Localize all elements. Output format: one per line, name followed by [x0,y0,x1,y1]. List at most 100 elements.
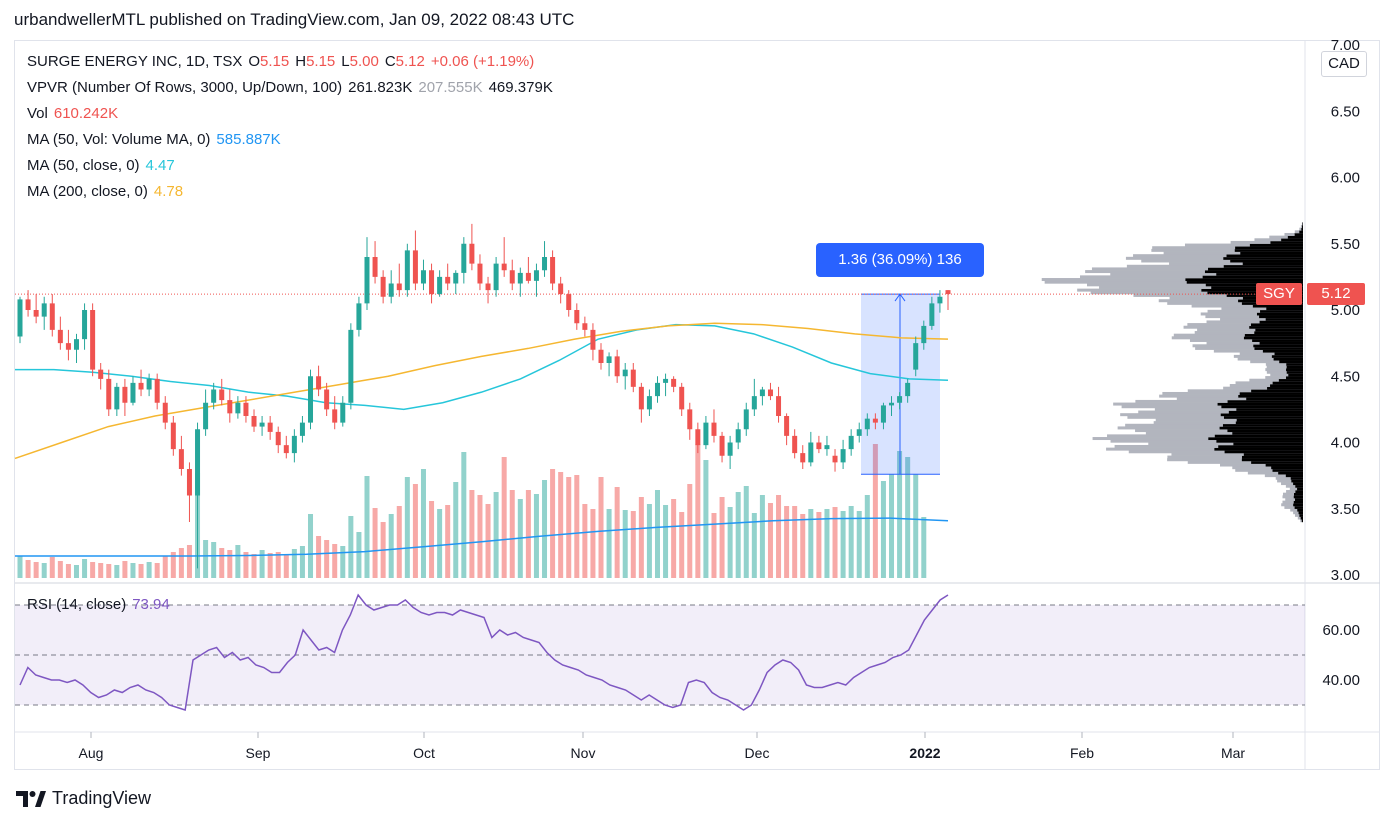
legend-line-volma: MA (50, Vol: Volume MA, 0) 585.887K [27,131,287,148]
vpvr-row-up [1236,418,1303,422]
vpvr-row-up [1205,283,1303,287]
legend-line-vol: Vol 610.242K [27,105,124,122]
vol-value: 610.242K [53,105,119,122]
candle-body [49,303,55,330]
vpvr-row-total [1200,312,1303,316]
vpvr-row-up [1271,354,1303,358]
vpvr-row-up [1274,352,1303,356]
vpvr-row-total [1176,397,1303,401]
vpvr-row-total [1206,320,1303,324]
legend-line-vpvr: VPVR (Number Of Rows, 3000, Up/Down, 100… [27,79,559,96]
volume-bar [784,506,790,578]
candle-body [340,402,346,423]
close-value: 5.12 [395,53,425,70]
time-tick-label: Dec [745,745,770,761]
candle-body [17,299,23,337]
vpvr-row-total [1223,386,1303,390]
volume-bar [630,511,636,578]
measure-box[interactable] [15,293,1255,475]
volume-bar [170,552,176,578]
footer-brand[interactable]: TradingView [16,788,151,809]
vpvr-row-up [1299,230,1303,234]
vpvr-row-total [1117,426,1303,430]
chart-frame[interactable] [14,40,1380,770]
candle-body [41,303,47,317]
price-tick-label: 4.50 [1331,368,1360,385]
volume-bar [17,556,23,578]
vpvr-row-total [1138,410,1303,414]
candles[interactable] [17,223,951,569]
vpvr-row-up [1259,341,1303,345]
vpvr-row-up [1249,325,1303,329]
vpvr-row-up [1251,460,1303,464]
volume-bar [299,546,305,578]
vpvr-total: 469.379K [488,79,553,96]
candle-body [921,325,927,344]
volume-bar [767,503,773,578]
vpvr-row-total [1230,240,1303,244]
ma200-line [14,322,949,460]
price-tick-label: 6.00 [1331,170,1360,187]
vpvr-row-up [1249,243,1303,247]
time-tick-label: Sep [246,745,271,761]
volume-bar [840,511,846,578]
candle-body [469,243,475,264]
volume-bar [719,497,725,578]
candle-body [485,283,491,291]
vpvr-row-up [1238,394,1303,398]
rsi-legend: RSI (14, close) 73.94 [27,596,176,613]
vpvr-row-total [1113,402,1303,406]
volume-bar [808,509,814,578]
candle-body [316,376,322,390]
volume-bar [897,451,903,578]
rsi-tick-label: 60.00 [1322,622,1360,639]
ma200-value: 4.78 [153,183,184,200]
vpvr-row-up [1240,251,1303,255]
vpvr-row-up [1294,505,1303,509]
vpvr-row-up [1224,450,1303,454]
vpvr-row-total [1264,474,1303,478]
candle-body [542,257,548,271]
vpvr-row-total [1127,415,1303,419]
candle-body [219,389,225,401]
candle-body [396,283,402,291]
vpvr-row-up [1220,413,1303,417]
volume-bar [461,452,467,578]
candle-body [784,416,790,436]
candle-body [308,376,314,423]
candle-body [243,402,249,416]
vpvr-row-total [1152,246,1303,250]
volume-bar [913,474,919,578]
vpvr-row-total [1092,437,1303,441]
vpvr-row-total [1135,429,1303,433]
volume-bar [663,505,669,578]
vpvr-row-up [1293,503,1303,507]
volume-bar [348,516,354,578]
vpvr-row-total [1229,384,1303,388]
vpvr-row-up [1217,402,1303,406]
vpvr-row-up [1253,344,1303,348]
currency-badge[interactable]: CAD [1321,51,1367,77]
volume-bar [429,501,435,578]
candle-body [283,445,289,454]
vpvr-row-total [1282,492,1303,496]
candle-body [122,386,128,403]
candle-body [897,396,903,403]
volume-bar [864,495,870,578]
volume-bar [711,513,717,578]
vpvr-row-up [1221,405,1303,409]
vpvr-row-up [1293,482,1303,486]
vpvr-row-up [1279,360,1303,364]
vpvr-row-up [1239,391,1303,395]
vpvr-row-total [1110,439,1303,443]
candle-body [162,402,168,423]
vpvr-row-total [1141,259,1303,263]
vpvr-row-total [1207,309,1303,313]
volume-bar [324,540,330,578]
vpvr-row-up [1265,463,1303,467]
volume-bar [154,563,160,578]
vpvr-row-up [1293,492,1303,496]
candle-body [630,369,636,387]
candle-body [800,453,806,463]
